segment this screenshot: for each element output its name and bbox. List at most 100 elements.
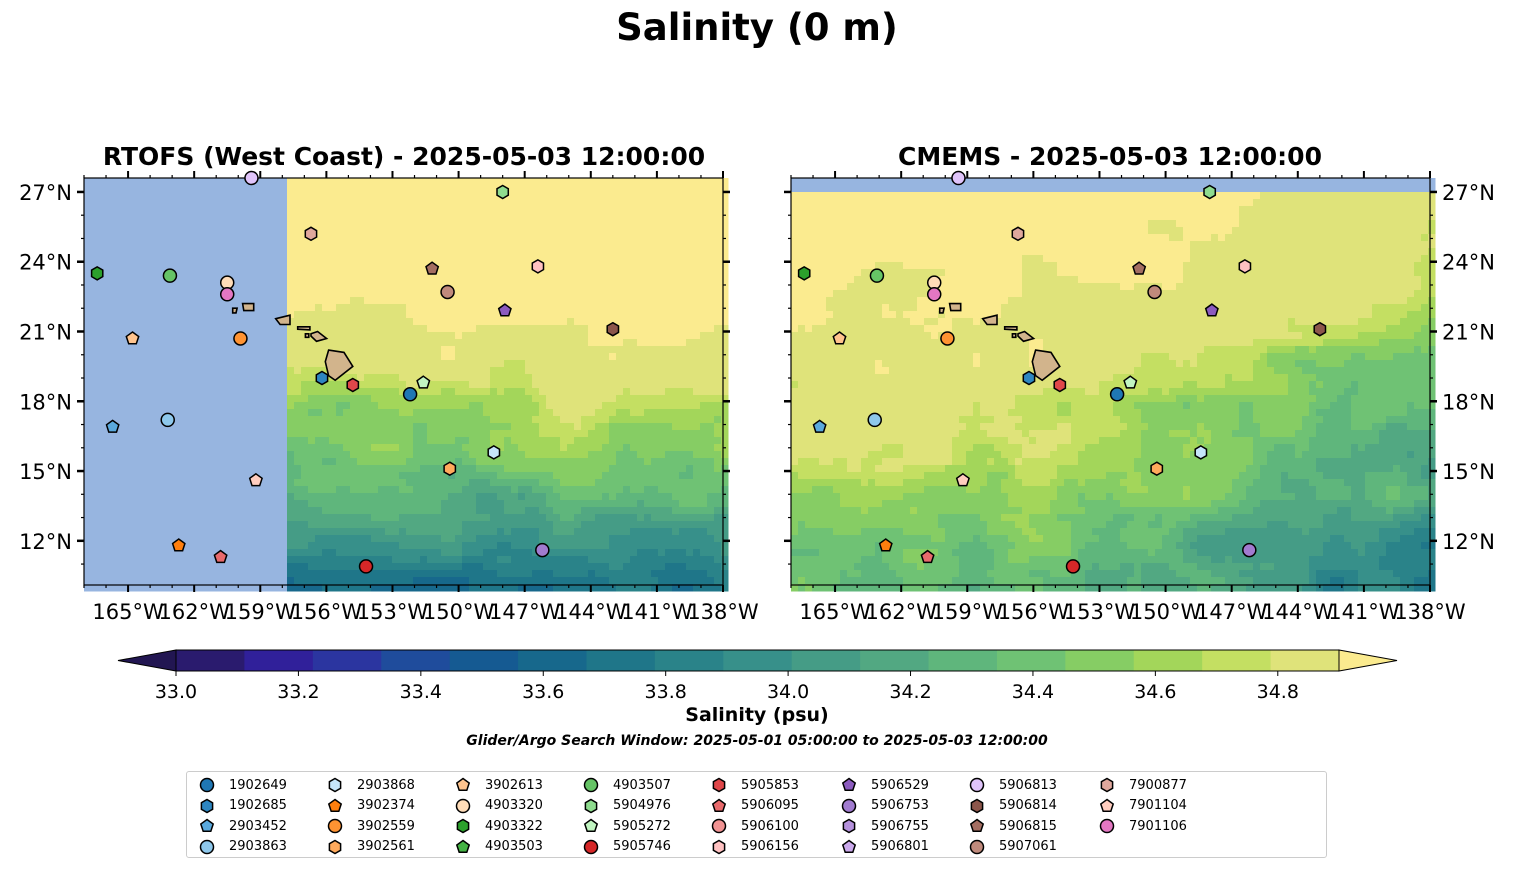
- legend-label: 4903320: [485, 798, 543, 813]
- legend-item: 5906529: [839, 775, 929, 795]
- island: [981, 314, 998, 326]
- legend-label: 5906813: [999, 777, 1057, 793]
- colorbar-level: [928, 650, 998, 671]
- float-marker-4903507: [869, 268, 885, 283]
- colorbar-tick-label: 33.6: [522, 681, 564, 703]
- float-marker-5906813: [951, 170, 966, 186]
- circle-marker-icon: [455, 798, 471, 813]
- legend-label: 2903863: [229, 839, 287, 854]
- legend-label: 5906755: [871, 818, 929, 834]
- legend-item: 1902649: [197, 775, 287, 795]
- legend-marker-5906755: [842, 818, 856, 834]
- lon-tick-label: 138°W: [1394, 600, 1466, 624]
- circle-marker-icon: [841, 798, 857, 813]
- island: [1017, 330, 1036, 343]
- colorbar-level: [860, 650, 930, 671]
- colorbar-tick-label: 33.4: [400, 681, 442, 703]
- lon-tick-label: 156°W: [291, 600, 363, 624]
- legend-marker-5906815: [969, 818, 985, 833]
- float-marker-4903322: [90, 266, 104, 281]
- float-marker-5906156: [1238, 259, 1252, 274]
- lon-tick-label: 153°W: [1064, 600, 1136, 624]
- legend-item: 2903863: [197, 837, 287, 857]
- circle-marker-icon: [199, 777, 215, 793]
- colorbar-level: [1065, 650, 1135, 671]
- float-marker-5905746: [1065, 559, 1081, 574]
- float-marker-5906095: [920, 549, 935, 564]
- float-marker-5906529: [1204, 303, 1219, 317]
- lon-tick-label: 144°W: [555, 600, 627, 624]
- legend-marker-2903863: [199, 839, 215, 854]
- map-axes: 165°W162°W159°W156°W153°W150°W147°W144°W…: [19, 171, 759, 624]
- legend-marker-4903507: [583, 777, 599, 793]
- hexagon-marker-icon: [584, 798, 598, 813]
- float-marker-3902613: [125, 331, 140, 345]
- legend-label: 5906814: [999, 798, 1057, 813]
- colorbar-level: [1202, 650, 1272, 671]
- colorbar-tick-label: 34.8: [1257, 681, 1299, 703]
- float-marker-7900877: [304, 226, 318, 242]
- float-marker-5905853: [1053, 377, 1067, 393]
- float-marker-5906753: [535, 542, 550, 558]
- colorbar-level: [1133, 650, 1203, 671]
- float-marker-4903322: [797, 266, 811, 281]
- lat-tick-label: 18°N: [1442, 390, 1495, 414]
- float-marker-5906814: [1313, 321, 1327, 337]
- float-marker-3902561: [1150, 461, 1164, 477]
- float-marker-3902613: [832, 331, 847, 345]
- legend-item: 3902613: [453, 775, 543, 795]
- lat-tick-label: 12°N: [1442, 530, 1495, 554]
- float-marker-5906095: [213, 549, 228, 564]
- float-marker-5905853: [346, 377, 360, 393]
- legend-label: 5906156: [741, 839, 799, 854]
- float-marker-3902374: [171, 538, 186, 552]
- colorbar-level: [244, 650, 314, 671]
- float-marker-5906156: [531, 259, 545, 274]
- colorbar-tick-label: 33.2: [277, 681, 319, 703]
- legend-marker-5907061: [969, 839, 985, 854]
- colorbar-level: [312, 650, 382, 671]
- island: [948, 302, 962, 312]
- legend-label: 5906095: [741, 798, 799, 813]
- hexagon-marker-icon: [842, 818, 856, 834]
- float-marker-7901106: [219, 287, 235, 302]
- legend-label: 5905272: [613, 818, 671, 834]
- hexagon-marker-icon: [712, 777, 726, 793]
- pentagon-marker-icon: [841, 839, 857, 853]
- legend-label: 1902649: [229, 777, 287, 793]
- pentagon-marker-icon: [327, 798, 343, 812]
- float-marker-3902374: [878, 538, 893, 552]
- legend-item: 5905853: [709, 775, 799, 795]
- legend-marker-5906529: [841, 777, 857, 792]
- legend-label: 7901106: [1129, 818, 1187, 834]
- legend-item: 2903868: [325, 775, 415, 795]
- float-marker-5905272: [1123, 375, 1138, 389]
- legend-label: 5905853: [741, 777, 799, 793]
- colorbar: 33.0 33.2 33.4 33.6 33.8 34.0 34.2 34.4 34.6 34.8: [117, 649, 1398, 703]
- legend-item: 7901104: [1097, 796, 1187, 816]
- lon-tick-label: 141°W: [1328, 600, 1400, 624]
- float-marker-3902559: [233, 331, 248, 346]
- colorbar-level: [723, 650, 793, 671]
- lon-tick-label: 165°W: [92, 600, 164, 624]
- lat-tick-label: 24°N: [1442, 251, 1495, 275]
- island: [324, 349, 354, 382]
- legend-marker-5906814: [970, 798, 984, 813]
- colorbar-tick-label: 34.0: [767, 681, 809, 703]
- legend-item: 5906156: [709, 837, 799, 857]
- colorbar-extend-high: [1338, 649, 1398, 672]
- legend-label: 5906529: [871, 777, 929, 793]
- legend-marker-5906813: [969, 777, 985, 793]
- circle-marker-icon: [199, 839, 215, 854]
- map-frame: [83, 177, 724, 586]
- float-marker-1902685: [315, 370, 329, 386]
- lat-tick-label: 15°N: [19, 460, 72, 484]
- panel-title-rtofs: RTOFS (West Coast) - 2025-05-03 12:00:00: [102, 142, 706, 171]
- float-marker-5907061: [440, 284, 455, 300]
- legend-label: 4903507: [613, 777, 671, 793]
- salinity-field: [791, 178, 1436, 592]
- legend-marker-4903503: [455, 839, 471, 853]
- float-markers: [797, 170, 1327, 574]
- float-markers: [90, 170, 620, 574]
- land-hawaii: [231, 302, 354, 382]
